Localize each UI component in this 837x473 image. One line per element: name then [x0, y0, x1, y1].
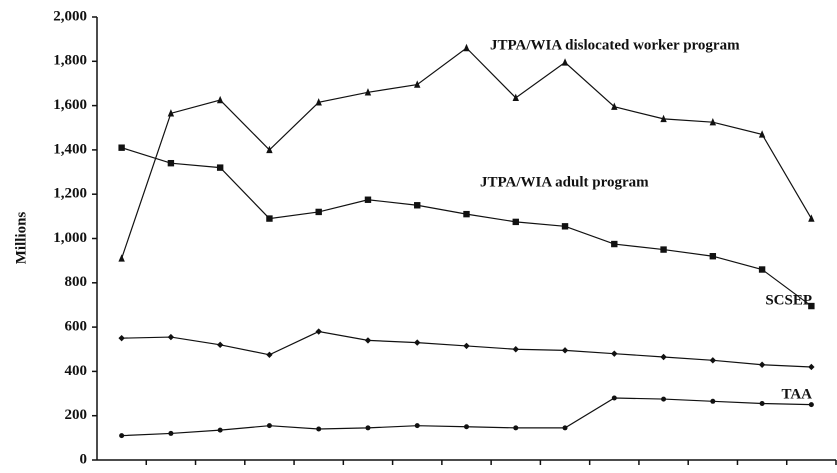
point: [364, 88, 372, 96]
y-tick-label: 1,400: [53, 141, 87, 157]
y-tick-label: 1,200: [53, 186, 87, 202]
point: [561, 223, 569, 230]
point: [414, 202, 421, 209]
y-tick-label: 200: [65, 407, 88, 423]
point: [808, 363, 815, 371]
point: [611, 350, 618, 357]
point: [216, 95, 224, 104]
point: [414, 339, 421, 346]
point: [167, 159, 175, 167]
y-tick-label: 800: [65, 274, 88, 290]
series-label: JTPA/WIA dislocated worker program: [490, 37, 740, 53]
point: [217, 427, 223, 433]
point: [660, 353, 667, 361]
series-line: [121, 47, 812, 259]
point: [168, 430, 174, 436]
point: [315, 98, 322, 106]
y-tick-label: 1,800: [53, 53, 87, 69]
point: [266, 351, 273, 358]
y-tick-label: 400: [65, 363, 88, 379]
point: [365, 425, 371, 431]
point: [709, 253, 717, 260]
point: [216, 341, 224, 349]
point: [561, 347, 569, 354]
point: [364, 196, 372, 203]
series-label: JTPA/WIA adult program: [480, 174, 649, 190]
point: [266, 423, 272, 429]
y-tick-label: 600: [65, 319, 88, 335]
point: [808, 214, 815, 222]
point: [611, 240, 618, 248]
point: [364, 337, 372, 344]
y-axis-label: Millions: [13, 212, 29, 265]
point: [463, 210, 470, 218]
point: [758, 266, 766, 273]
point: [414, 80, 421, 88]
point: [660, 114, 667, 123]
y-tick-label: 0: [80, 451, 88, 467]
series-label: TAA: [781, 386, 812, 402]
point: [118, 254, 125, 262]
series-line: [121, 330, 812, 368]
point: [167, 333, 175, 341]
point: [758, 130, 766, 138]
point: [167, 109, 175, 117]
point: [709, 118, 717, 126]
series-label: SCSEP: [765, 292, 812, 308]
point: [660, 246, 667, 253]
point: [512, 218, 519, 226]
point: [758, 361, 766, 368]
point: [118, 144, 125, 151]
point: [512, 93, 519, 102]
y-tick-label: 1,000: [53, 230, 87, 246]
point: [611, 395, 617, 401]
point: [463, 342, 470, 350]
point: [562, 425, 568, 431]
point: [315, 328, 322, 335]
point: [266, 215, 273, 222]
series-line: [121, 147, 812, 307]
point: [315, 208, 322, 216]
point: [512, 346, 519, 353]
point: [118, 334, 125, 342]
point: [216, 164, 224, 171]
point: [119, 433, 125, 439]
point: [513, 425, 519, 431]
point: [611, 102, 618, 110]
y-tick-label: 2,000: [53, 8, 87, 24]
point: [808, 402, 814, 408]
point: [661, 396, 667, 402]
y-tick-label: 1,600: [53, 97, 87, 113]
point: [561, 58, 569, 66]
point: [316, 426, 322, 432]
point: [759, 401, 765, 407]
point: [463, 43, 470, 52]
point: [710, 398, 716, 404]
point: [266, 145, 273, 154]
point: [709, 357, 717, 364]
point: [414, 423, 420, 429]
point: [464, 424, 469, 430]
point: [808, 302, 815, 310]
series-line: [121, 397, 812, 437]
